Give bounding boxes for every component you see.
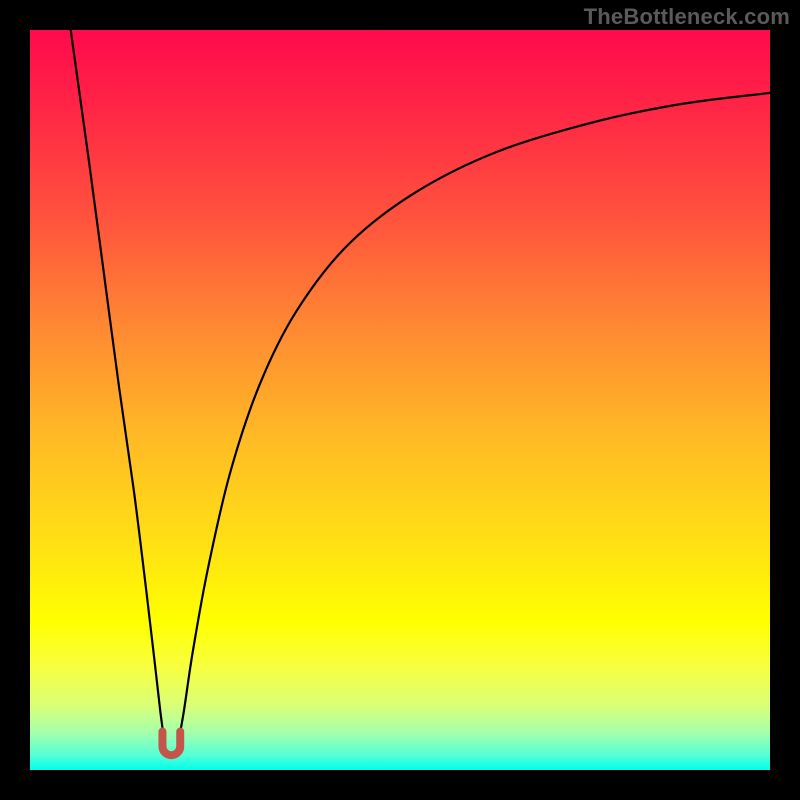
watermark-text: TheBottleneck.com [584, 4, 790, 30]
plot-background [30, 30, 770, 770]
chart-container: TheBottleneck.com [0, 0, 800, 800]
chart-svg [0, 0, 800, 800]
